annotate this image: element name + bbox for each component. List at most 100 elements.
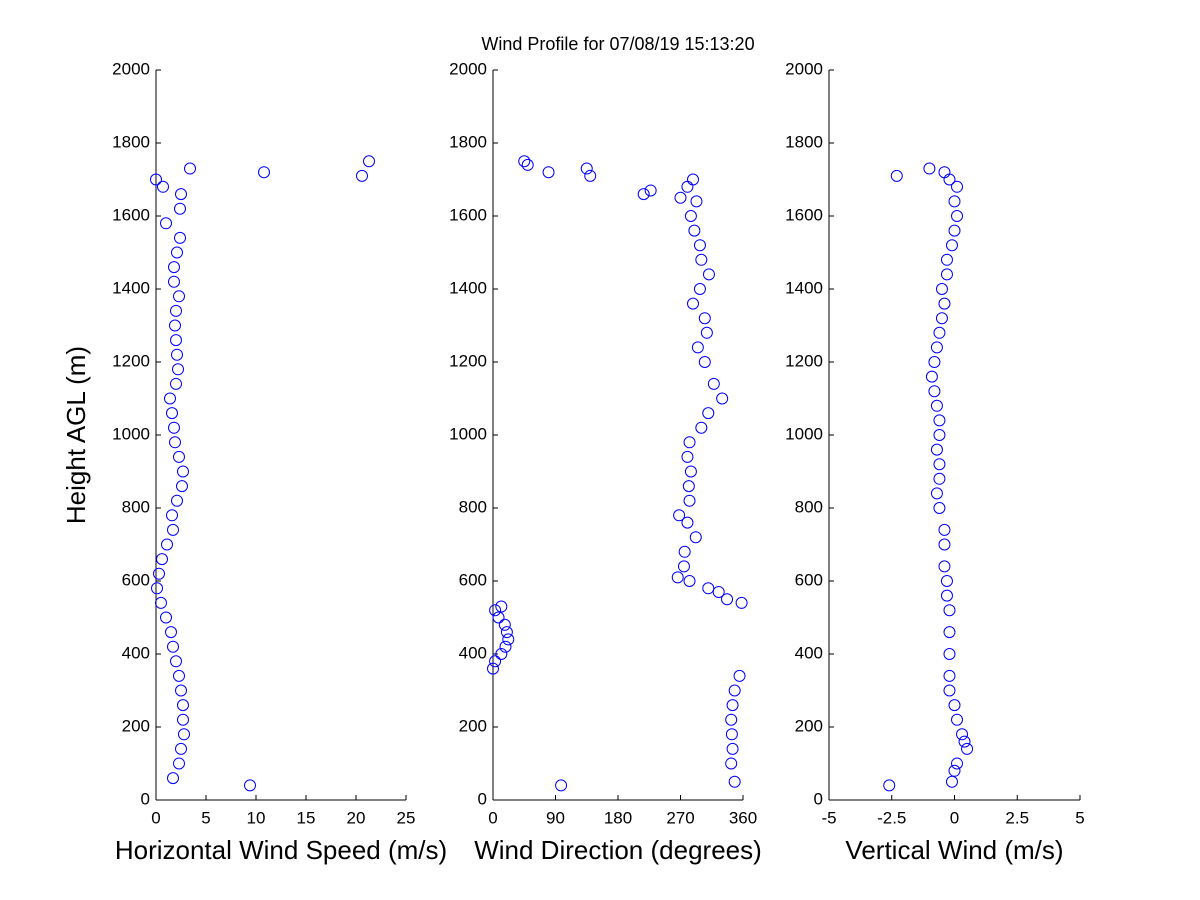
data-point (157, 180, 169, 193)
data-point (682, 480, 695, 493)
y-tick-label: 800 (122, 497, 150, 516)
data-point (933, 429, 946, 441)
x-tick-label: -5 (821, 808, 836, 827)
data-point (928, 385, 941, 398)
y-tick-label: 400 (459, 643, 487, 662)
data-point (170, 304, 182, 317)
data-point (495, 600, 508, 613)
y-tick-label: 800 (459, 497, 487, 516)
data-point (707, 377, 720, 390)
data-point (177, 713, 189, 726)
data-point (933, 326, 946, 339)
x-tick-label: 15 (297, 808, 316, 827)
x-tick-label: 90 (546, 808, 565, 827)
data-point (161, 538, 173, 551)
x-tick-label: 5 (201, 808, 210, 827)
data-point (169, 319, 181, 332)
y-tick-label: 200 (795, 716, 823, 735)
data-point (690, 195, 703, 208)
data-point (940, 268, 953, 281)
data-point (363, 155, 375, 168)
data-point (726, 699, 739, 712)
data-point (725, 757, 738, 770)
data-point (173, 757, 185, 770)
data-point (935, 312, 948, 325)
data-point (693, 283, 706, 295)
data-point (733, 669, 746, 682)
data-point (725, 713, 738, 726)
data-point (689, 531, 702, 544)
data-point (153, 567, 165, 580)
data-point (945, 775, 958, 788)
y-axis-label: Height AGL (m) (61, 346, 91, 524)
data-point (168, 261, 180, 274)
data-point (160, 611, 172, 624)
x-axis-label: Vertical Wind (m/s) (845, 835, 1063, 865)
data-point (943, 626, 956, 639)
data-point (174, 202, 186, 215)
data-point (674, 191, 687, 204)
data-point (173, 450, 185, 463)
data-point (175, 188, 187, 201)
x-axis-label: Wind Direction (degrees) (474, 835, 762, 865)
data-point (166, 509, 178, 522)
y-tick-label: 200 (122, 716, 150, 735)
data-point (890, 169, 903, 182)
data-point (933, 472, 946, 485)
data-point (169, 436, 181, 449)
data-point (721, 593, 734, 606)
data-point (150, 173, 162, 186)
y-tick-label: 1800 (112, 132, 150, 151)
data-point (716, 392, 729, 405)
x-axis-label: Horizontal Wind Speed (m/s) (115, 835, 447, 865)
y-tick-label: 800 (795, 497, 823, 516)
data-point (943, 648, 956, 660)
data-point (948, 764, 961, 777)
data-point (555, 779, 568, 792)
data-point (951, 713, 964, 726)
data-point (165, 626, 177, 639)
data-point (167, 523, 179, 536)
y-tick-label: 0 (478, 789, 487, 808)
data-point (928, 356, 941, 368)
data-point (938, 297, 951, 310)
data-point (177, 699, 189, 712)
data-point (684, 465, 697, 478)
data-point (177, 465, 189, 478)
data-point (683, 494, 696, 507)
data-point (943, 604, 956, 617)
data-point (930, 341, 943, 354)
data-point (584, 169, 597, 182)
y-tick-label: 0 (141, 789, 150, 808)
x-tick-label: 0 (488, 808, 497, 827)
y-tick-label: 1600 (449, 205, 487, 224)
data-point (156, 553, 168, 566)
y-tick-label: 1400 (785, 278, 823, 297)
data-point (683, 436, 696, 449)
x-tick-label: 0 (950, 808, 959, 827)
data-point (172, 363, 184, 376)
data-point (244, 779, 256, 792)
data-point (951, 180, 964, 193)
y-tick-label: 1800 (785, 132, 823, 151)
data-point (671, 571, 684, 584)
data-point (678, 545, 691, 558)
y-tick-label: 600 (795, 570, 823, 589)
data-point (170, 334, 182, 347)
data-point (938, 523, 951, 536)
data-point (935, 283, 948, 295)
data-point (356, 169, 368, 182)
data-point (151, 582, 163, 595)
data-point (951, 210, 964, 222)
y-tick-label: 0 (814, 789, 823, 808)
x-tick-label: 5 (1075, 808, 1084, 827)
data-point (725, 728, 738, 741)
y-tick-label: 1400 (112, 278, 150, 297)
figure-title: Wind Profile for 07/08/19 15:13:20 (481, 34, 754, 54)
x-tick-label: 25 (397, 808, 416, 827)
data-point (687, 173, 699, 186)
data-point (695, 253, 708, 266)
data-point (933, 458, 946, 471)
data-point (702, 268, 715, 281)
data-point (580, 162, 593, 175)
